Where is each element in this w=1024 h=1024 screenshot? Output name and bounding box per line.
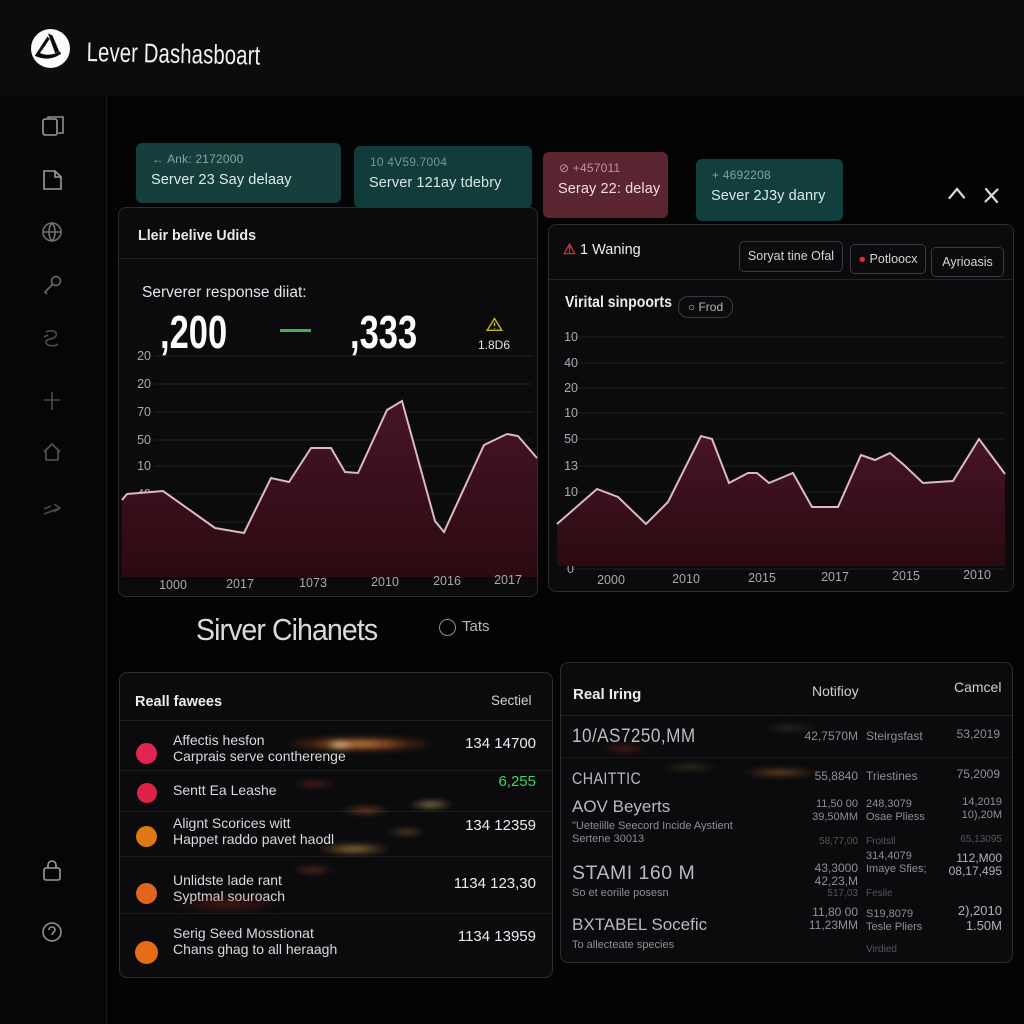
svg-text:0: 0 xyxy=(567,562,574,576)
svg-text:1000: 1000 xyxy=(159,578,187,592)
svg-text:2015: 2015 xyxy=(748,571,776,585)
svg-text:2016: 2016 xyxy=(433,574,461,588)
svg-text:2017: 2017 xyxy=(494,573,522,587)
svg-text:20: 20 xyxy=(564,381,578,395)
svg-text:2010: 2010 xyxy=(672,572,700,586)
svg-text:40: 40 xyxy=(564,356,578,370)
svg-text:2017: 2017 xyxy=(226,577,254,591)
svg-text:2010: 2010 xyxy=(963,568,991,582)
svg-text:2000: 2000 xyxy=(597,573,625,587)
svg-text:2015: 2015 xyxy=(892,569,920,583)
svg-text:2017: 2017 xyxy=(821,570,849,584)
svg-text:10: 10 xyxy=(137,459,151,473)
svg-text:10: 10 xyxy=(564,406,578,420)
svg-text:20: 20 xyxy=(137,377,151,391)
svg-text:10: 10 xyxy=(564,330,578,344)
svg-text:20: 20 xyxy=(137,349,151,363)
svg-text:50: 50 xyxy=(564,432,578,446)
svg-text:10: 10 xyxy=(564,485,578,499)
svg-text:50: 50 xyxy=(137,433,151,447)
svg-text:2010: 2010 xyxy=(371,575,399,589)
svg-text:13: 13 xyxy=(564,459,578,473)
svg-text:70: 70 xyxy=(137,405,151,419)
svg-text:1073: 1073 xyxy=(299,576,327,590)
